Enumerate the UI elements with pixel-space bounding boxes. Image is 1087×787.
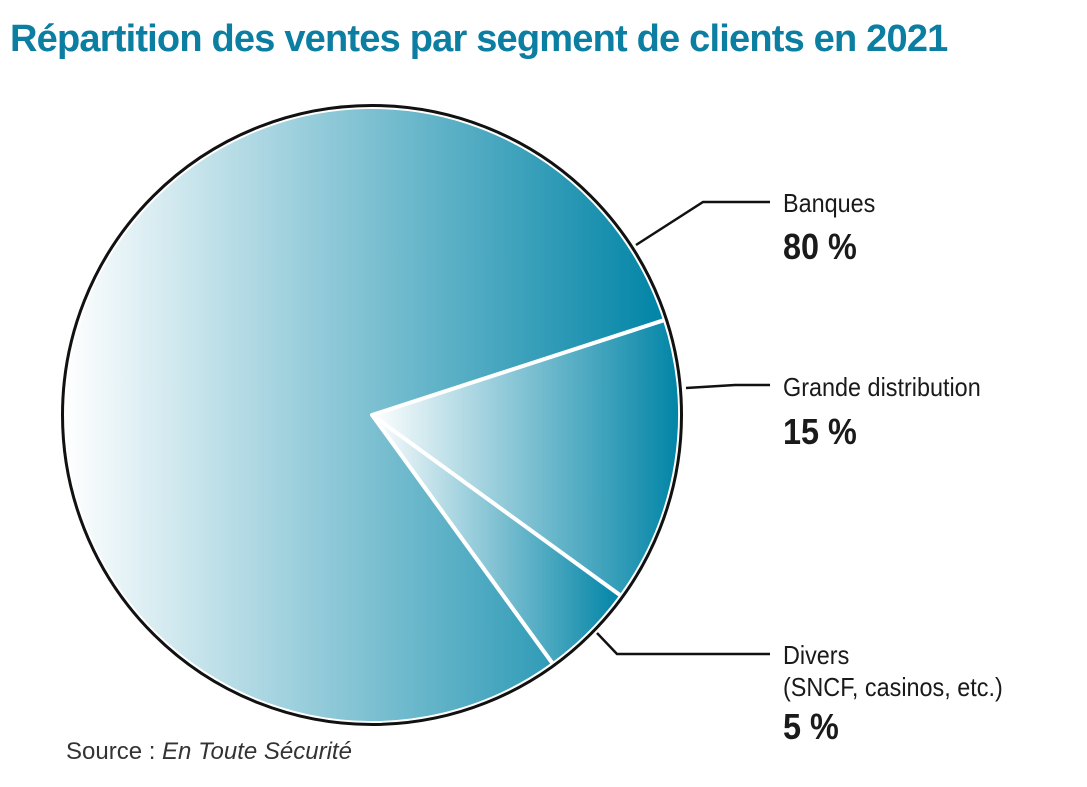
pie-slice-banques [62,105,667,725]
source-prefix: Source : [66,738,163,765]
pie-slice-grande-distribution [370,317,682,599]
value-grande-distribution: 15 % [783,411,857,452]
value-banques: 80 % [783,226,857,267]
source-note: Source : En Toute Sécurité [66,738,352,766]
leader-line-divers [596,632,770,656]
source-name: En Toute Sécurité [162,738,352,765]
leader-line-grande-distribution [685,383,770,390]
chart-title: Répartition des ventes par segment de cl… [10,18,948,60]
value-divers: 5 % [783,706,839,747]
label-grande-distribution: Grande distribution [783,372,981,402]
label-divers: Divers [783,640,850,670]
sublabel-divers: (SNCF, casinos, etc.) [783,672,1003,702]
label-banques: Banques [783,188,876,218]
leader-line-banques [635,200,770,247]
pie-outline [61,104,683,726]
